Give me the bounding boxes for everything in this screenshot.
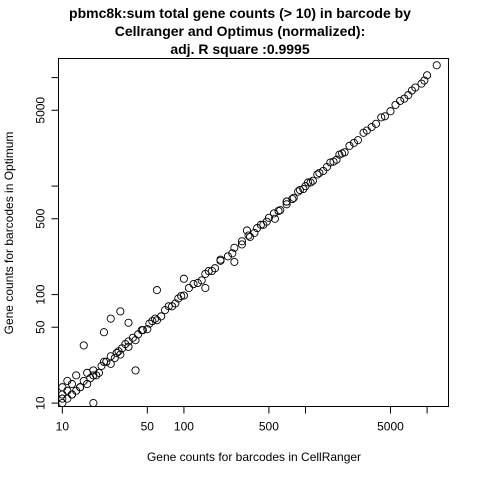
x-tick-label: 100 [174, 420, 194, 434]
x-tick-label: 5000 [377, 420, 404, 434]
y-tick-label: 10 [34, 396, 48, 410]
data-point [387, 108, 394, 115]
x-axis: 10 50 100 500 5000 [56, 407, 427, 434]
chart-title-line-3: adj. R square :0.9995 [170, 41, 310, 57]
data-point [185, 284, 192, 291]
data-point [243, 227, 250, 234]
data-point [80, 342, 87, 349]
y-tick-label: 100 [34, 284, 48, 304]
data-point [132, 367, 139, 374]
x-tick-label: 10 [56, 420, 70, 434]
data-point [73, 372, 80, 379]
data-point [107, 315, 114, 322]
y-tick-label: 500 [34, 208, 48, 228]
data-point [59, 391, 66, 398]
chart-title-line-2: Cellranger and Optimus (normalized): [115, 23, 365, 39]
y-tick-label: 5000 [34, 97, 48, 124]
chart-title-line-1: pbmc8k:sum total gene counts (> 10) in b… [69, 5, 411, 21]
data-point [59, 384, 66, 391]
data-point [64, 387, 71, 394]
data-point [231, 258, 238, 265]
data-point [309, 177, 316, 184]
x-axis-label: Gene counts for barcodes in CellRanger [147, 450, 361, 464]
data-point [392, 101, 399, 108]
x-tick-label: 50 [141, 420, 155, 434]
data-point [68, 391, 75, 398]
chart-title: pbmc8k:sum total gene counts (> 10) in b… [69, 5, 411, 57]
data-point [433, 62, 440, 69]
data-point [202, 284, 209, 291]
y-axis: 10 50 100 500 5000 [34, 78, 59, 410]
data-point [100, 329, 107, 336]
data-point [180, 275, 187, 282]
x-tick-label: 500 [259, 420, 279, 434]
data-point [107, 353, 114, 360]
data-point [125, 319, 132, 326]
data-point [59, 395, 66, 402]
data-point [153, 286, 160, 293]
data-point [397, 97, 404, 104]
data-point [90, 399, 97, 406]
data-point [98, 362, 105, 369]
data-point [125, 343, 132, 350]
data-point [117, 308, 124, 315]
data-point [354, 137, 361, 144]
data-point [158, 313, 165, 320]
y-tick-label: 50 [34, 320, 48, 334]
y-axis-label: Gene counts for barcodes in Optimum [2, 132, 16, 335]
data-points [59, 62, 441, 407]
